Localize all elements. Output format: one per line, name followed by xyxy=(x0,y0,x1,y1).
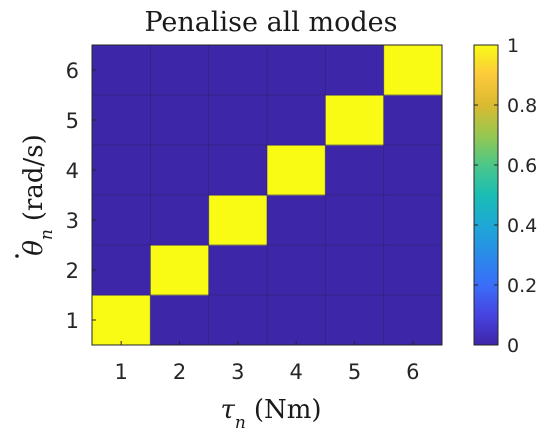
y-axis-unit: (rad/s) xyxy=(19,134,49,221)
heatmap-cell xyxy=(208,145,268,196)
heatmap-cell xyxy=(383,195,443,246)
heatmap-cell xyxy=(150,295,210,346)
heatmap-cell xyxy=(267,95,326,146)
heatmap-cell xyxy=(267,245,326,296)
heatmap-cell xyxy=(92,295,151,346)
colorbar-tick-label: 0.2 xyxy=(507,275,537,297)
heatmap-cell xyxy=(383,95,443,146)
heatmap-cell xyxy=(150,245,210,296)
heatmap-cell xyxy=(208,245,268,296)
y-axis-subscript: n xyxy=(37,229,57,240)
heatmap-cell xyxy=(208,295,268,346)
y-tick-label: 4 xyxy=(66,159,79,183)
x-tick-label: 2 xyxy=(173,360,186,384)
colorbar-tick-label: 0.6 xyxy=(507,155,537,177)
colorbar-tick-label: 1 xyxy=(507,35,519,57)
heatmap-cell xyxy=(92,195,151,246)
colorbar-tick-label: 0 xyxy=(507,335,519,357)
heatmap-cell xyxy=(383,245,443,296)
heatmap-cell xyxy=(325,245,385,296)
colorbar-ticks: 0 0.2 0.4 0.6 0.8 1 xyxy=(474,35,537,357)
y-tick-label: 6 xyxy=(66,59,79,83)
heatmap-cell xyxy=(208,95,268,146)
chart-title: Penalise all modes xyxy=(144,7,397,38)
heatmap-cell xyxy=(325,295,385,346)
heatmap-cell xyxy=(208,45,268,96)
heatmap-cell xyxy=(92,245,151,296)
heatmap-cell xyxy=(267,195,326,246)
heatmap-cell xyxy=(150,145,210,196)
colorbar-tick-label: 0.4 xyxy=(507,215,537,237)
heatmap-cell xyxy=(150,45,210,96)
heatmap-gridlines xyxy=(92,45,442,345)
heatmap-cell xyxy=(325,145,385,196)
heatmap-cell xyxy=(208,195,268,246)
x-axis-ticks: 1 2 3 4 5 6 xyxy=(114,341,420,384)
y-tick-label: 2 xyxy=(66,259,79,283)
y-axis-label-group: θn (rad/s) xyxy=(19,134,57,256)
y-axis-label: θn (rad/s) xyxy=(19,134,57,256)
heatmap-cell xyxy=(325,195,385,246)
y-tick-label: 3 xyxy=(66,209,79,233)
heatmap-cell xyxy=(92,45,151,96)
x-tick-label: 6 xyxy=(406,360,419,384)
x-tick-label: 3 xyxy=(231,360,244,384)
colorbar xyxy=(473,44,499,346)
y-axis-dot-accent xyxy=(15,254,19,258)
y-tick-label: 1 xyxy=(66,309,79,333)
heatmap-cell xyxy=(267,295,326,346)
x-axis-subscript: n xyxy=(235,413,246,430)
heatmap-cell xyxy=(267,45,326,96)
heatmap-cell xyxy=(325,95,385,146)
y-tick-label: 5 xyxy=(66,109,79,133)
x-axis-unit: (Nm) xyxy=(254,395,322,425)
x-axis-symbol: τ xyxy=(220,395,235,425)
heatmap-cell xyxy=(383,295,443,346)
y-axis-symbol: θ xyxy=(19,240,49,256)
heatmap-cell xyxy=(267,145,326,196)
plot-frame xyxy=(91,44,443,346)
heatmap-cell xyxy=(92,145,151,196)
colorbar-tick-label: 0.8 xyxy=(507,95,537,117)
heatmap-cell xyxy=(383,45,443,96)
x-tick-label: 1 xyxy=(114,360,127,384)
heatmap-cells xyxy=(92,45,443,346)
heatmap-cell xyxy=(325,45,385,96)
x-axis-label: τn (Nm) xyxy=(220,395,321,430)
heatmap-cell xyxy=(150,95,210,146)
y-axis-ticks: 1 2 3 4 5 6 xyxy=(66,59,96,333)
x-tick-label: 5 xyxy=(348,360,361,384)
heatmap-cell xyxy=(383,145,443,196)
heatmap-cell xyxy=(150,195,210,246)
heatmap-cell xyxy=(92,95,151,146)
x-tick-label: 4 xyxy=(289,360,302,384)
